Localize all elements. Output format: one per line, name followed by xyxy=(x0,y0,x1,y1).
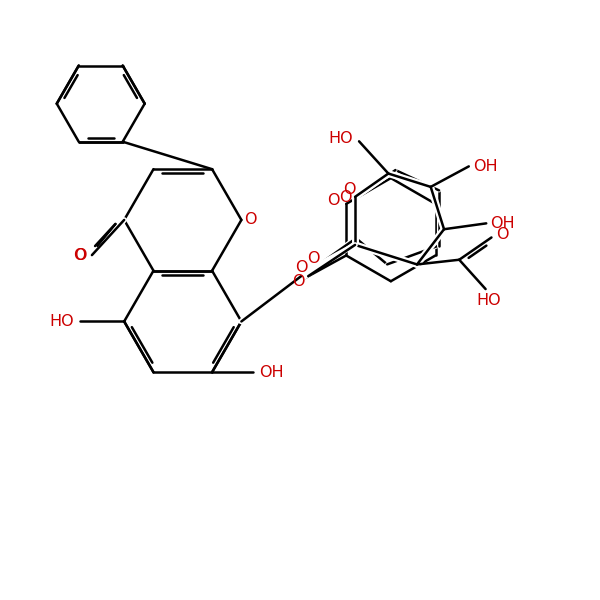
Text: HO: HO xyxy=(476,293,501,308)
Text: O: O xyxy=(244,212,256,227)
Text: O: O xyxy=(295,260,307,275)
Text: HO: HO xyxy=(328,131,353,146)
Text: O: O xyxy=(343,182,355,197)
Text: HO: HO xyxy=(49,314,74,329)
Text: O: O xyxy=(74,248,86,263)
Text: O: O xyxy=(307,251,319,266)
Text: O: O xyxy=(339,190,352,205)
Text: O: O xyxy=(292,274,304,289)
Text: O: O xyxy=(73,248,85,263)
Text: OH: OH xyxy=(490,216,515,231)
Text: OH: OH xyxy=(260,365,284,380)
Text: O: O xyxy=(327,193,340,208)
Text: O: O xyxy=(496,227,508,242)
Text: OH: OH xyxy=(473,159,497,174)
